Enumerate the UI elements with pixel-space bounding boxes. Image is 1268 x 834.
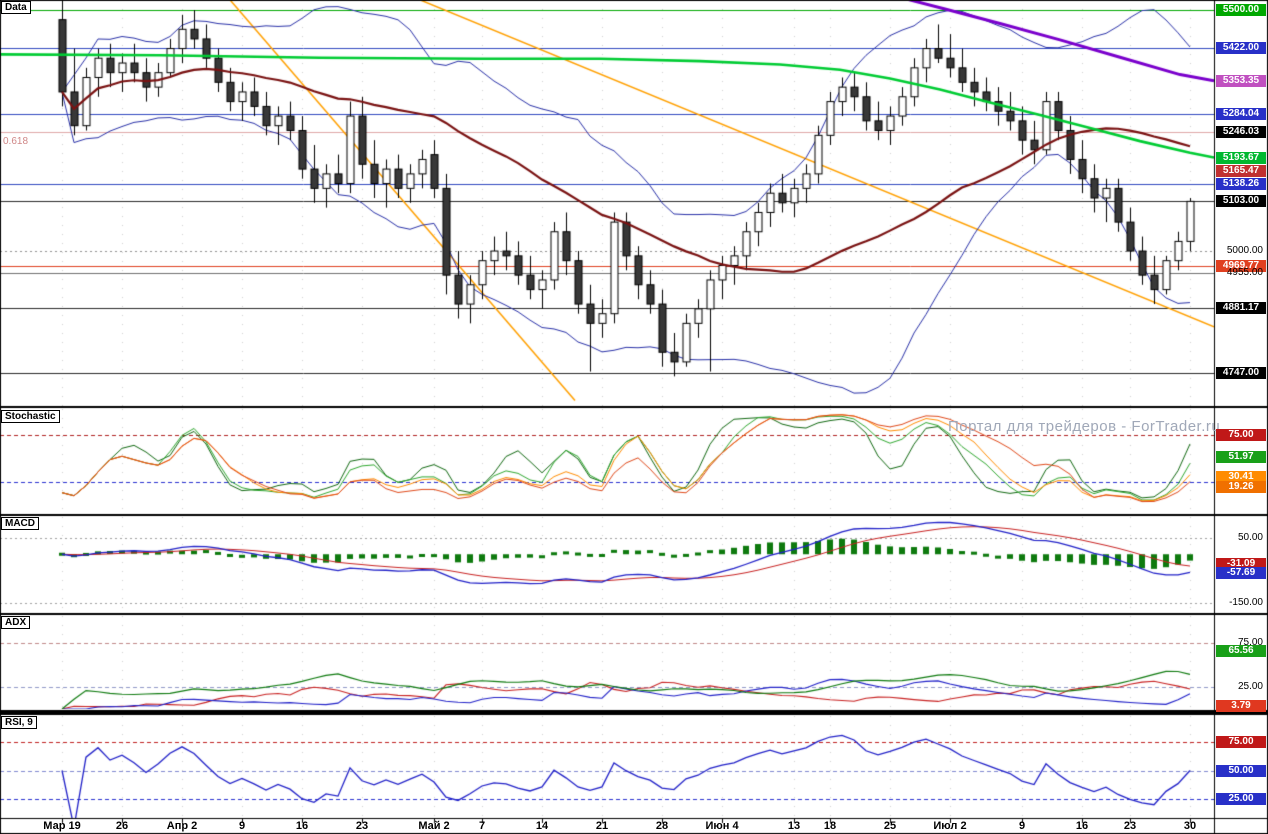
time-axis-label: Июн 4 xyxy=(705,820,739,832)
price-label: 4747.00 xyxy=(1216,367,1266,379)
price-label: 51.97 xyxy=(1216,450,1266,463)
price-label: 75.00 xyxy=(1216,429,1266,441)
time-axis-label: 23 xyxy=(1123,820,1137,832)
panel-label-data[interactable]: Data xyxy=(1,1,31,14)
price-label: 5353.35 xyxy=(1216,74,1266,87)
fib-level-label: 0.618 xyxy=(3,136,29,147)
time-axis-label: Июл 2 xyxy=(933,820,967,832)
price-label: 50.00 xyxy=(1216,764,1266,777)
price-label: 50.00 xyxy=(1237,532,1263,543)
price-label: 25.00 xyxy=(1237,681,1263,692)
price-label: 30.41 xyxy=(1216,470,1266,483)
price-label: 5193.67 xyxy=(1216,151,1266,164)
price-label: 3.79 xyxy=(1216,699,1266,712)
time-axis-label: Май 2 xyxy=(418,820,450,832)
price-label: 19.26 xyxy=(1216,481,1266,494)
price-label: 5000.00 xyxy=(1226,245,1263,257)
time-axis-label: 26 xyxy=(115,820,129,832)
watermark-text: Портал для трейдеров - ForTrader.ru xyxy=(948,418,1221,435)
time-axis-label: 9 xyxy=(1018,820,1026,832)
price-label: -150.00 xyxy=(1229,597,1263,608)
time-axis-label: 21 xyxy=(595,820,609,832)
time-axis-label: 28 xyxy=(655,820,669,832)
panel-label-rsi[interactable]: RSI, 9 xyxy=(1,716,37,729)
time-axis-label: 30 xyxy=(1183,820,1197,832)
price-label: 5138.26 xyxy=(1216,178,1266,191)
price-label: 5500.00 xyxy=(1216,4,1266,16)
panel-label-macd[interactable]: MACD xyxy=(1,517,39,530)
time-axis-label: 18 xyxy=(823,820,837,832)
price-label: 5165.47 xyxy=(1216,165,1266,178)
time-axis-label: 16 xyxy=(1075,820,1089,832)
price-label: 5422.00 xyxy=(1216,41,1266,54)
price-label: 4969.77 xyxy=(1216,259,1266,272)
price-label: 5246.03 xyxy=(1216,126,1266,139)
price-label: 4881.17 xyxy=(1216,302,1266,315)
time-axis-label: Мар 19 xyxy=(43,820,81,832)
price-label: 25.00 xyxy=(1216,793,1266,805)
time-axis-label: 13 xyxy=(787,820,801,832)
price-label: 5103.00 xyxy=(1216,195,1266,208)
time-axis-label: 9 xyxy=(238,820,246,832)
price-label: 5284.04 xyxy=(1216,108,1266,121)
time-axis-label: 23 xyxy=(355,820,369,832)
time-axis-label: 7 xyxy=(478,820,486,832)
time-axis-label: Апр 2 xyxy=(166,820,198,832)
price-label: -57.69 xyxy=(1216,566,1266,579)
price-label: 4955.00 xyxy=(1226,266,1263,278)
time-axis-label: 16 xyxy=(295,820,309,832)
panel-label-stochastic[interactable]: Stochastic xyxy=(1,410,60,423)
panel-label-adx[interactable]: ADX xyxy=(1,616,31,629)
time-axis-label: 25 xyxy=(883,820,897,832)
price-label: 65.56 xyxy=(1216,645,1266,658)
time-axis-label: 14 xyxy=(535,820,549,832)
price-label: 75.00 xyxy=(1237,637,1263,648)
price-label: 75.00 xyxy=(1216,736,1266,748)
